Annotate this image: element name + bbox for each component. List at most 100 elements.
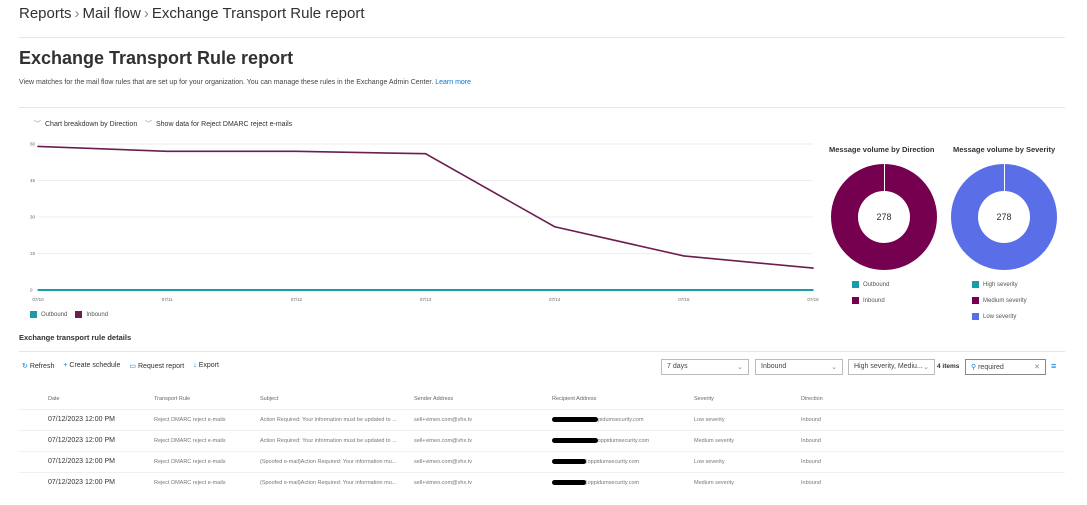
period-dropdown[interactable]: 7 days ⌄ <box>661 359 749 375</box>
cell-rule: Reject DMARC reject e-mails <box>154 480 226 486</box>
column-header[interactable]: Transport Rule <box>154 396 191 402</box>
legend-label: Inbound <box>863 297 885 304</box>
divider <box>19 351 1065 352</box>
data-point[interactable] <box>683 289 685 291</box>
breadcrumb-reports[interactable]: Reports <box>19 5 72 22</box>
search-input[interactable]: required <box>978 364 1004 371</box>
table-row[interactable]: 07/12/2023 12:00 PM Reject DMARC reject e… <box>19 472 1065 493</box>
donut-total: 278 <box>858 191 910 243</box>
x-tick-label: 07/13 <box>420 297 432 302</box>
refresh-label: Refresh <box>29 363 55 370</box>
redaction-mark <box>552 417 598 422</box>
data-point[interactable] <box>295 150 298 153</box>
toolbar: ↻ Refresh + Create schedule ▭ Request re… <box>22 362 219 370</box>
cell-subject: (Spoofed e-mail)Action Required: Your in… <box>260 459 397 465</box>
data-point[interactable] <box>553 225 556 228</box>
search-box[interactable]: ⚲ required ✕ <box>965 359 1046 375</box>
x-tick-label: 07/14 <box>549 297 561 302</box>
request-report-button[interactable]: ▭ Request report <box>129 362 184 370</box>
cell-severity: Low severity <box>694 417 725 423</box>
description-text: View matches for the mail flow rules tha… <box>19 79 434 86</box>
donut-direction-title: Message volume by Direction <box>829 145 935 154</box>
direction-dropdown[interactable]: Inbound ⌄ <box>755 359 843 375</box>
legend-swatch <box>852 281 859 288</box>
y-tick-label: 45 <box>30 178 36 183</box>
export-button[interactable]: ↓ Export <box>193 362 219 370</box>
filter-list-icon[interactable]: ≡ <box>1051 361 1057 371</box>
table-row[interactable]: 07/12/2023 12:00 PM Reject DMARC reject e… <box>19 430 1065 451</box>
data-point[interactable] <box>553 289 556 291</box>
create-schedule-label: Create schedule <box>69 362 121 369</box>
chevron-down-icon: ⌄ <box>923 364 929 371</box>
redaction-mark <box>552 438 598 443</box>
chart-breakdown-toggle[interactable]: ﹀ Chart breakdown by Direction <box>34 119 137 129</box>
severity-dropdown[interactable]: High severity, Mediu... ⌄ <box>848 359 935 375</box>
cell-date: 07/12/2023 12:00 PM <box>48 458 115 465</box>
data-point[interactable] <box>683 255 685 257</box>
line-chart: 0 15 30 45 60 07/10 07/11 07/12 07/13 07/14 07/15 0… <box>30 142 819 303</box>
cell-severity: Medium severity <box>694 438 735 444</box>
legend-label: Outbound <box>41 311 68 318</box>
legend-swatch <box>852 297 859 304</box>
cell-subject: Action Required: Your information must b… <box>260 417 397 423</box>
donut-direction-legend: Outbound Inbound <box>852 281 889 304</box>
learn-more-link[interactable]: Learn more <box>435 79 472 86</box>
period-value: 7 days <box>667 363 688 370</box>
breadcrumb: Reports › Mail flow › Exchange Transport Rul… <box>19 5 365 22</box>
cell-rule: Reject DMARC reject e-mails <box>154 459 226 465</box>
column-header[interactable]: Direction <box>801 396 823 402</box>
data-point[interactable] <box>166 289 168 291</box>
breadcrumb-mail-flow[interactable]: Mail flow <box>82 5 141 22</box>
donut-severity-title: Message volume by Severity <box>953 145 1056 154</box>
create-schedule-button[interactable]: + Create schedule <box>63 362 120 370</box>
cell-direction: Inbound <box>801 438 821 444</box>
column-header[interactable]: Subject <box>260 396 279 402</box>
toggle-label: Chart breakdown by Direction <box>45 121 138 128</box>
cell-sender: sell+vimeo.com@vhx.tv <box>414 459 473 465</box>
legend-swatch <box>972 313 979 320</box>
data-point[interactable] <box>812 267 814 269</box>
column-header[interactable]: Recipient Address <box>552 396 597 402</box>
clear-icon[interactable]: ✕ <box>1034 364 1040 371</box>
cell-direction: Inbound <box>801 480 821 486</box>
cell-recipient: @oppidumsecurity.com <box>582 480 640 486</box>
y-tick-label: 0 <box>30 288 33 293</box>
data-point[interactable] <box>37 289 39 291</box>
show-data-toggle[interactable]: ﹀ Show data for Reject DMARC reject e-mai… <box>145 119 292 129</box>
legend-label: Outbound <box>863 281 890 288</box>
cell-rule: Reject DMARC reject e-mails <box>154 417 226 423</box>
column-header[interactable]: Date <box>48 396 60 402</box>
page-description: View matches for the mail flow rules tha… <box>19 79 471 86</box>
legend-swatch <box>972 297 979 304</box>
x-tick-label: 07/10 <box>32 297 44 302</box>
refresh-button[interactable]: ↻ Refresh <box>22 362 54 370</box>
direction-value: Inbound <box>761 363 787 370</box>
y-tick-label: 60 <box>30 142 36 147</box>
divider <box>19 37 1065 38</box>
cell-recipient: @oppidumsecurity.com <box>582 459 640 465</box>
cell-direction: Inbound <box>801 417 821 423</box>
export-label: Export <box>198 362 219 369</box>
column-header[interactable]: Severity <box>694 396 714 402</box>
data-point[interactable] <box>295 289 298 291</box>
y-tick-label: 15 <box>30 251 36 256</box>
data-point[interactable] <box>424 152 427 155</box>
legend-label: Low severity <box>983 313 1017 320</box>
details-title: Exchange transport rule details <box>19 333 132 342</box>
table-row[interactable]: 07/12/2023 12:00 PM Reject DMARC reject e… <box>19 409 1065 430</box>
x-tick-label: 07/12 <box>291 297 303 302</box>
cell-severity: Medium severity <box>694 480 735 486</box>
chevron-down-icon: ⌄ <box>737 364 743 371</box>
data-point[interactable] <box>812 289 814 291</box>
cell-rule: Reject DMARC reject e-mails <box>154 438 226 444</box>
data-point[interactable] <box>424 289 427 291</box>
donut-direction: 278 <box>831 164 937 270</box>
item-count: 4 items <box>937 363 960 370</box>
data-point[interactable] <box>166 150 168 153</box>
column-header[interactable]: Sender Address <box>414 396 454 402</box>
donut-total: 278 <box>978 191 1030 243</box>
data-point[interactable] <box>37 145 39 148</box>
report-icon: ▭ <box>129 363 136 370</box>
table-row[interactable]: 07/12/2023 12:00 PM Reject DMARC reject e… <box>19 451 1065 472</box>
donut-severity-legend: High severity Medium severity Low severi… <box>972 281 1027 320</box>
